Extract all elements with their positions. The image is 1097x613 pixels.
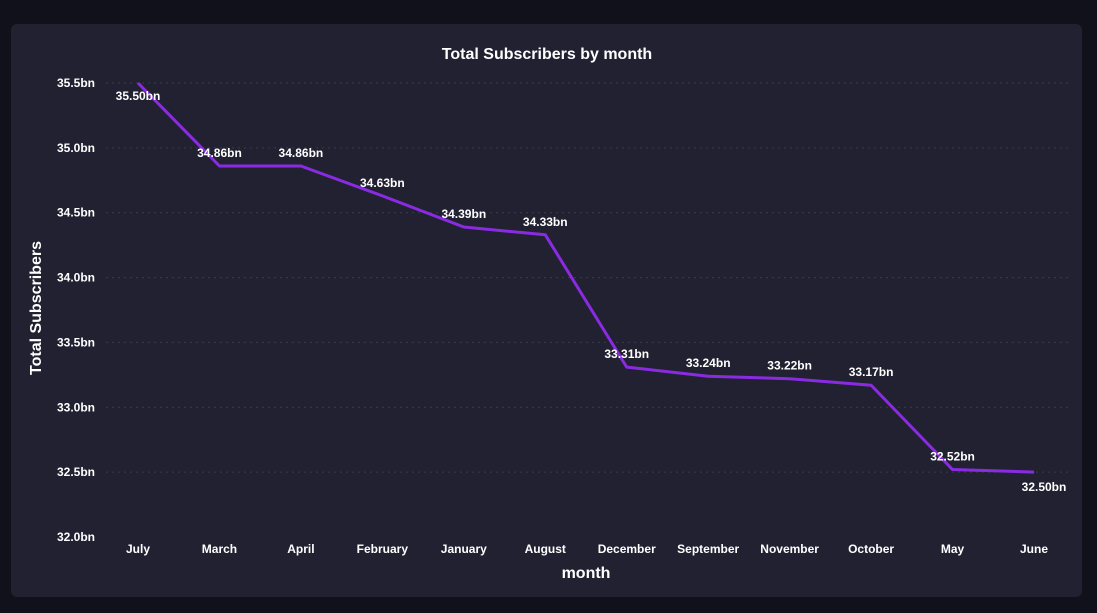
y-tick-label: 33.5bn (57, 335, 95, 349)
x-tick-label: April (287, 542, 314, 556)
data-label: 34.39bn (441, 207, 486, 221)
data-label: 32.50bn (1022, 480, 1067, 494)
data-label: 32.52bn (930, 450, 975, 464)
x-tick-label: February (357, 542, 409, 556)
x-tick-label: October (848, 542, 894, 556)
x-tick-label: January (441, 542, 487, 556)
y-tick-label: 34.0bn (57, 271, 95, 285)
y-tick-label: 32.5bn (57, 465, 95, 479)
x-tick-label: August (525, 542, 566, 556)
data-label: 35.50bn (116, 89, 161, 103)
x-tick-label: March (202, 542, 237, 556)
data-label: 33.31bn (604, 347, 649, 361)
x-tick-label: May (941, 542, 965, 556)
data-label: 34.86bn (279, 146, 324, 160)
y-tick-label: 33.0bn (57, 400, 95, 414)
y-tick-label: 35.0bn (57, 141, 95, 155)
y-tick-label: 35.5bn (57, 76, 95, 90)
data-label: 34.63bn (360, 176, 405, 190)
x-tick-label: November (760, 542, 819, 556)
x-tick-label: September (677, 542, 739, 556)
line-chart: Total Subscribers by month 32.0bn32.5bn3… (28, 46, 1068, 582)
chart-card: Total Subscribers by month 32.0bn 32.5bn 3… (11, 24, 1082, 597)
x-axis-ticks: July March April February January August Decem… (126, 542, 1048, 556)
data-label: 34.86bn (197, 146, 242, 160)
x-tick-label: July (126, 542, 150, 556)
data-label: 33.22bn (767, 359, 812, 373)
series-line (136, 81, 1035, 474)
x-tick-label: December (598, 542, 656, 556)
x-tick-label: June (1020, 542, 1048, 556)
data-labels: 35.50bn 34.86bn 34.86bn 34.63bn 34.39bn 34.33… (116, 89, 1067, 494)
y-tick-label: 32.0bn (57, 530, 95, 544)
x-axis-title: month (562, 565, 611, 582)
data-label: 33.17bn (849, 365, 894, 379)
y-axis-ticks: 32.0bn 32.5bn 33.0bn 33.5bn 34.0bn 34.5bn 35.0… (57, 76, 95, 544)
data-label: 34.33bn (523, 215, 568, 229)
data-label: 33.24bn (686, 356, 731, 370)
y-axis-title: Total Subscribers (28, 241, 45, 375)
gridlines (106, 82, 1068, 473)
y-tick-label: 34.5bn (57, 206, 95, 220)
chart-title: Total Subscribers by month (442, 46, 652, 63)
